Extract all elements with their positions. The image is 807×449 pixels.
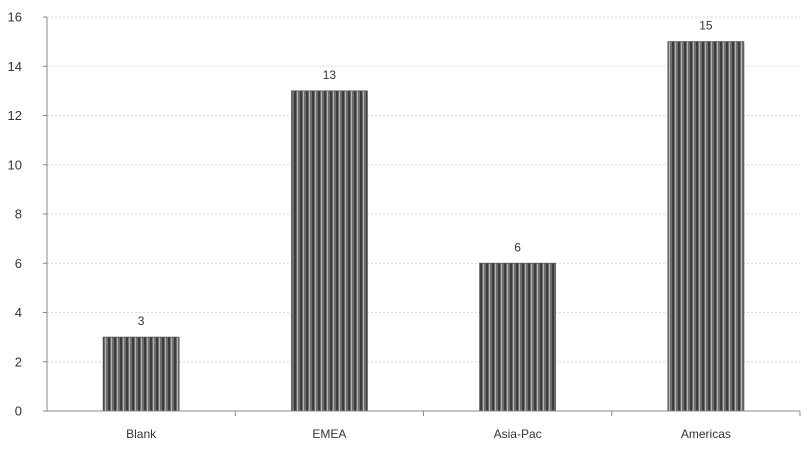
y-tick-label: 6 <box>15 256 22 271</box>
y-tick-label: 16 <box>8 10 22 25</box>
data-labels: 3 13 6 15 <box>138 19 713 329</box>
y-tick-label: 0 <box>15 404 22 419</box>
y-axis: 0 2 4 6 8 10 12 14 16 <box>8 10 48 419</box>
bar-asia-pac <box>479 262 557 412</box>
data-label: 3 <box>138 314 145 328</box>
bar-emea <box>290 90 368 412</box>
x-tick-label: Blank <box>126 427 157 441</box>
data-label: 13 <box>323 68 337 82</box>
x-tick-label: EMEA <box>312 427 346 441</box>
x-tick-label: Asia-Pac <box>494 427 542 441</box>
y-tick-label: 2 <box>15 354 22 369</box>
x-tick-label: Americas <box>681 427 731 441</box>
data-label: 15 <box>699 19 713 33</box>
bar-blank <box>102 336 180 412</box>
y-tick-label: 4 <box>15 305 22 320</box>
gridlines <box>47 16 800 363</box>
y-tick-label: 14 <box>8 59 22 74</box>
y-tick-label: 12 <box>8 108 22 123</box>
bar-americas <box>667 41 745 412</box>
y-tick-label: 10 <box>8 157 22 172</box>
y-tick-label: 8 <box>15 207 22 222</box>
x-axis: Blank EMEA Asia-Pac Americas <box>47 410 801 441</box>
data-label: 6 <box>514 240 521 254</box>
bars <box>102 41 745 412</box>
